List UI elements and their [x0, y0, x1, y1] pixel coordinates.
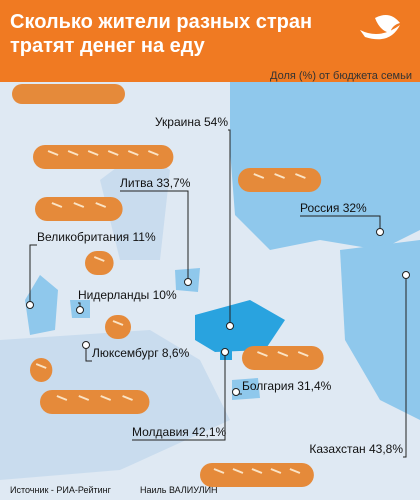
country-label: Нидерланды 10%: [78, 288, 177, 302]
bread-score: [232, 468, 244, 474]
bread-score: [95, 202, 107, 208]
marker-dot: [76, 306, 84, 314]
bread: [242, 346, 324, 370]
source: Источник - РИА-Рейтинг: [10, 485, 112, 495]
bread-score: [87, 150, 99, 156]
bread-score: [289, 468, 301, 474]
bread-score: [297, 351, 309, 357]
marker-dot: [232, 388, 240, 396]
bread-score: [277, 351, 289, 357]
marker-dot: [402, 271, 410, 279]
bread-score: [107, 150, 119, 156]
country-name: Молдавия: [132, 425, 189, 439]
value-label: 54%: [204, 115, 228, 129]
bread-score: [73, 202, 85, 208]
header-loaf: [12, 84, 125, 104]
marker-dot: [26, 301, 34, 309]
country-label: Казахстан 43,8%: [309, 442, 403, 456]
bread: [35, 197, 123, 221]
bread-score: [253, 173, 265, 179]
bread-score: [257, 351, 268, 357]
bread: [105, 315, 131, 339]
country-name: Украина: [155, 115, 201, 129]
country-label: Великобритания 11%: [37, 230, 156, 244]
bread: [200, 463, 314, 487]
leader-line: [228, 129, 231, 326]
bread: [30, 358, 53, 382]
leader-line: [403, 275, 407, 458]
bread-score: [47, 150, 59, 156]
value-label: 32%: [343, 201, 367, 215]
marker-dot: [221, 348, 229, 356]
britain: [25, 275, 58, 335]
country-label: Украина 54%: [155, 115, 228, 129]
leader-line: [85, 345, 92, 362]
bread-score: [127, 150, 139, 156]
bread-score: [270, 468, 282, 474]
bread-score: [147, 150, 159, 156]
bread-score: [100, 395, 112, 401]
country-label: Болгария 31,4%: [242, 379, 332, 393]
country-label: Молдавия 42,1%: [132, 425, 226, 439]
author: Наиль ВАЛИУЛИН: [140, 485, 218, 495]
bread: [238, 168, 322, 192]
value-label: 8,6%: [162, 346, 190, 360]
leader-line: [29, 244, 37, 305]
header-band: [0, 0, 420, 82]
value-label: 10%: [153, 288, 177, 302]
bread-score: [295, 173, 306, 179]
leader-line: [132, 352, 226, 441]
value-label: 31,4%: [297, 379, 331, 393]
value-label: 11%: [133, 230, 156, 244]
country-label: Литва 33,7%: [120, 176, 191, 190]
bread-score: [274, 173, 285, 179]
bread: [85, 251, 114, 275]
ukraine: [195, 300, 285, 352]
bread-score: [56, 395, 68, 401]
bread-score: [122, 395, 133, 401]
marker-dot: [376, 228, 384, 236]
country-label: Россия 32%: [300, 201, 367, 215]
bread: [40, 390, 150, 414]
country-name: Казахстан: [309, 442, 365, 456]
marker-dot: [226, 322, 234, 330]
bread-score: [213, 468, 225, 474]
country-label: Люксембург 8,6%: [92, 346, 190, 360]
kazakhstan: [340, 240, 420, 420]
country-name: Люксембург: [92, 346, 159, 360]
bread-score: [67, 150, 79, 156]
country-name: Великобритания: [37, 230, 129, 244]
logo-bird: [360, 14, 400, 40]
chart-subtitle: Доля (%) от бюджета семьи: [270, 70, 412, 82]
bread-score: [112, 320, 124, 326]
country-name: Россия: [300, 201, 339, 215]
marker-dot: [82, 341, 90, 349]
bread: [33, 145, 174, 169]
country-name: Нидерланды: [78, 288, 149, 302]
marker-dot: [184, 278, 192, 286]
value-label: 43,8%: [369, 442, 403, 456]
leader-line: [120, 190, 189, 282]
bread-score: [93, 256, 105, 262]
country-name: Литва: [120, 176, 153, 190]
bread-score: [78, 395, 90, 401]
chart-title: Сколько жители разных стран тратят денег…: [10, 11, 313, 57]
leader-line: [300, 215, 381, 232]
country-name: Болгария: [242, 379, 294, 393]
value-label: 33,7%: [156, 176, 190, 190]
bread-score: [51, 202, 63, 208]
bread-score: [35, 363, 47, 369]
russia: [230, 82, 420, 250]
value-label: 42,1%: [192, 425, 226, 439]
bread-score: [251, 468, 263, 474]
